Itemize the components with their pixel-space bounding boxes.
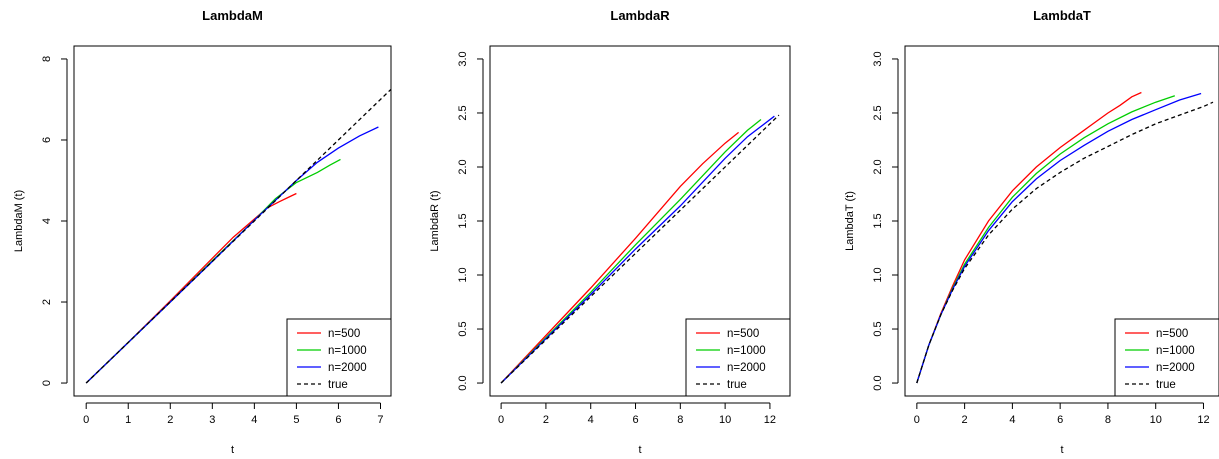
x-tick-label: 4 (251, 414, 257, 426)
legend-label: n=500 (727, 328, 759, 340)
y-tick-label: 2 (41, 299, 53, 305)
y-tick-label: 0 (41, 380, 53, 386)
legend-box (286, 318, 392, 397)
x-tick-label: 0 (83, 414, 89, 426)
y-tick-label: 3.0 (872, 51, 884, 66)
x-tick-label: 0 (498, 414, 504, 426)
y-axis-label: LambdaR (t) (429, 190, 441, 251)
y-tick-label: 4 (41, 218, 53, 224)
x-tick-label: 3 (209, 414, 215, 426)
y-tick-label: 2.0 (457, 159, 469, 174)
series-line-n=2000 (916, 92, 1202, 384)
y-tick-label: 1.5 (457, 213, 469, 228)
plot-frame (73, 45, 392, 397)
legend-label: n=500 (328, 328, 360, 340)
legend-label: n=1000 (328, 345, 367, 357)
y-tick-label: 2.5 (872, 105, 884, 120)
x-tick-label: 4 (1009, 414, 1015, 426)
x-tick-label: 12 (764, 414, 776, 426)
panel-0: LambdaM 0 1 2 3 4 5 6 7 t 0 2 4 6 8 LambdaM (t) n=500 n=1… (13, 8, 392, 456)
legend-label: true (727, 379, 747, 391)
x-tick-label: 6 (335, 414, 341, 426)
plot-frame (904, 45, 1219, 397)
x-tick-label: 8 (1105, 414, 1111, 426)
series-line-n=1000 (500, 118, 762, 384)
legend-label: true (328, 379, 348, 391)
x-tick-label: 0 (914, 414, 920, 426)
y-tick-label: 3.0 (457, 51, 469, 66)
legend-label: n=2000 (1156, 362, 1195, 374)
x-tick-label: 6 (632, 414, 638, 426)
y-tick-label: 8 (41, 56, 53, 62)
y-tick-label: 1.5 (872, 213, 884, 228)
x-tick-label: 1 (125, 414, 131, 426)
series-line-n=500 (916, 91, 1142, 384)
chart-title: LambdaM (202, 8, 263, 23)
legend-label: true (1156, 379, 1176, 391)
x-tick-label: 2 (167, 414, 173, 426)
y-axis-label: LambdaT (t) (844, 191, 856, 251)
series-line-true (500, 114, 780, 384)
x-tick-label: 10 (719, 414, 731, 426)
y-tick-label: 0.0 (872, 375, 884, 390)
y-tick-label: 6 (41, 137, 53, 143)
x-tick-label: 8 (677, 414, 683, 426)
x-tick-label: 5 (293, 414, 299, 426)
legend-label: n=500 (1156, 328, 1188, 340)
legend-label: n=1000 (1156, 345, 1195, 357)
x-axis-label: t (1060, 444, 1063, 456)
x-tick-label: 10 (1150, 414, 1162, 426)
legend-label: n=2000 (328, 362, 367, 374)
plot-frame (489, 45, 791, 397)
y-tick-label: 2.0 (872, 159, 884, 174)
series-line-n=500 (500, 131, 740, 384)
y-axis-label: LambdaM (t) (13, 190, 25, 252)
panel-1: LambdaR 0 2 4 6 8 10 12 t 0.0 0.5 1.0 1.5 2.0 2.5 3.0 La… (429, 8, 791, 456)
series-line-true (85, 88, 391, 384)
y-tick-label: 1.0 (872, 267, 884, 282)
x-axis-label: t (231, 444, 234, 456)
legend-box (1114, 318, 1219, 397)
x-tick-label: 2 (962, 414, 968, 426)
y-tick-label: 2.5 (457, 105, 469, 120)
x-tick-label: 2 (543, 414, 549, 426)
x-tick-label: 7 (377, 414, 383, 426)
chart-title: LambdaR (610, 8, 670, 23)
y-tick-label: 0.5 (872, 321, 884, 336)
series-line-true (916, 101, 1214, 384)
y-tick-label: 0.5 (457, 321, 469, 336)
x-tick-label: 6 (1057, 414, 1063, 426)
legend-label: n=1000 (727, 345, 766, 357)
series-line-n=2000 (500, 115, 775, 384)
series-line-n=500 (85, 192, 297, 384)
legend-box (685, 318, 791, 397)
chart-title: LambdaT (1033, 8, 1091, 23)
y-tick-label: 1.0 (457, 267, 469, 282)
legend-label: n=2000 (727, 362, 766, 374)
y-tick-label: 0.0 (457, 375, 469, 390)
panel-2: LambdaT 0 2 4 6 8 10 12 t 0.0 0.5 1.0 1.5 2.0 2.5 3.0 La… (844, 8, 1219, 456)
x-tick-label: 4 (588, 414, 594, 426)
x-axis-label: t (638, 444, 641, 456)
x-tick-label: 12 (1197, 414, 1209, 426)
